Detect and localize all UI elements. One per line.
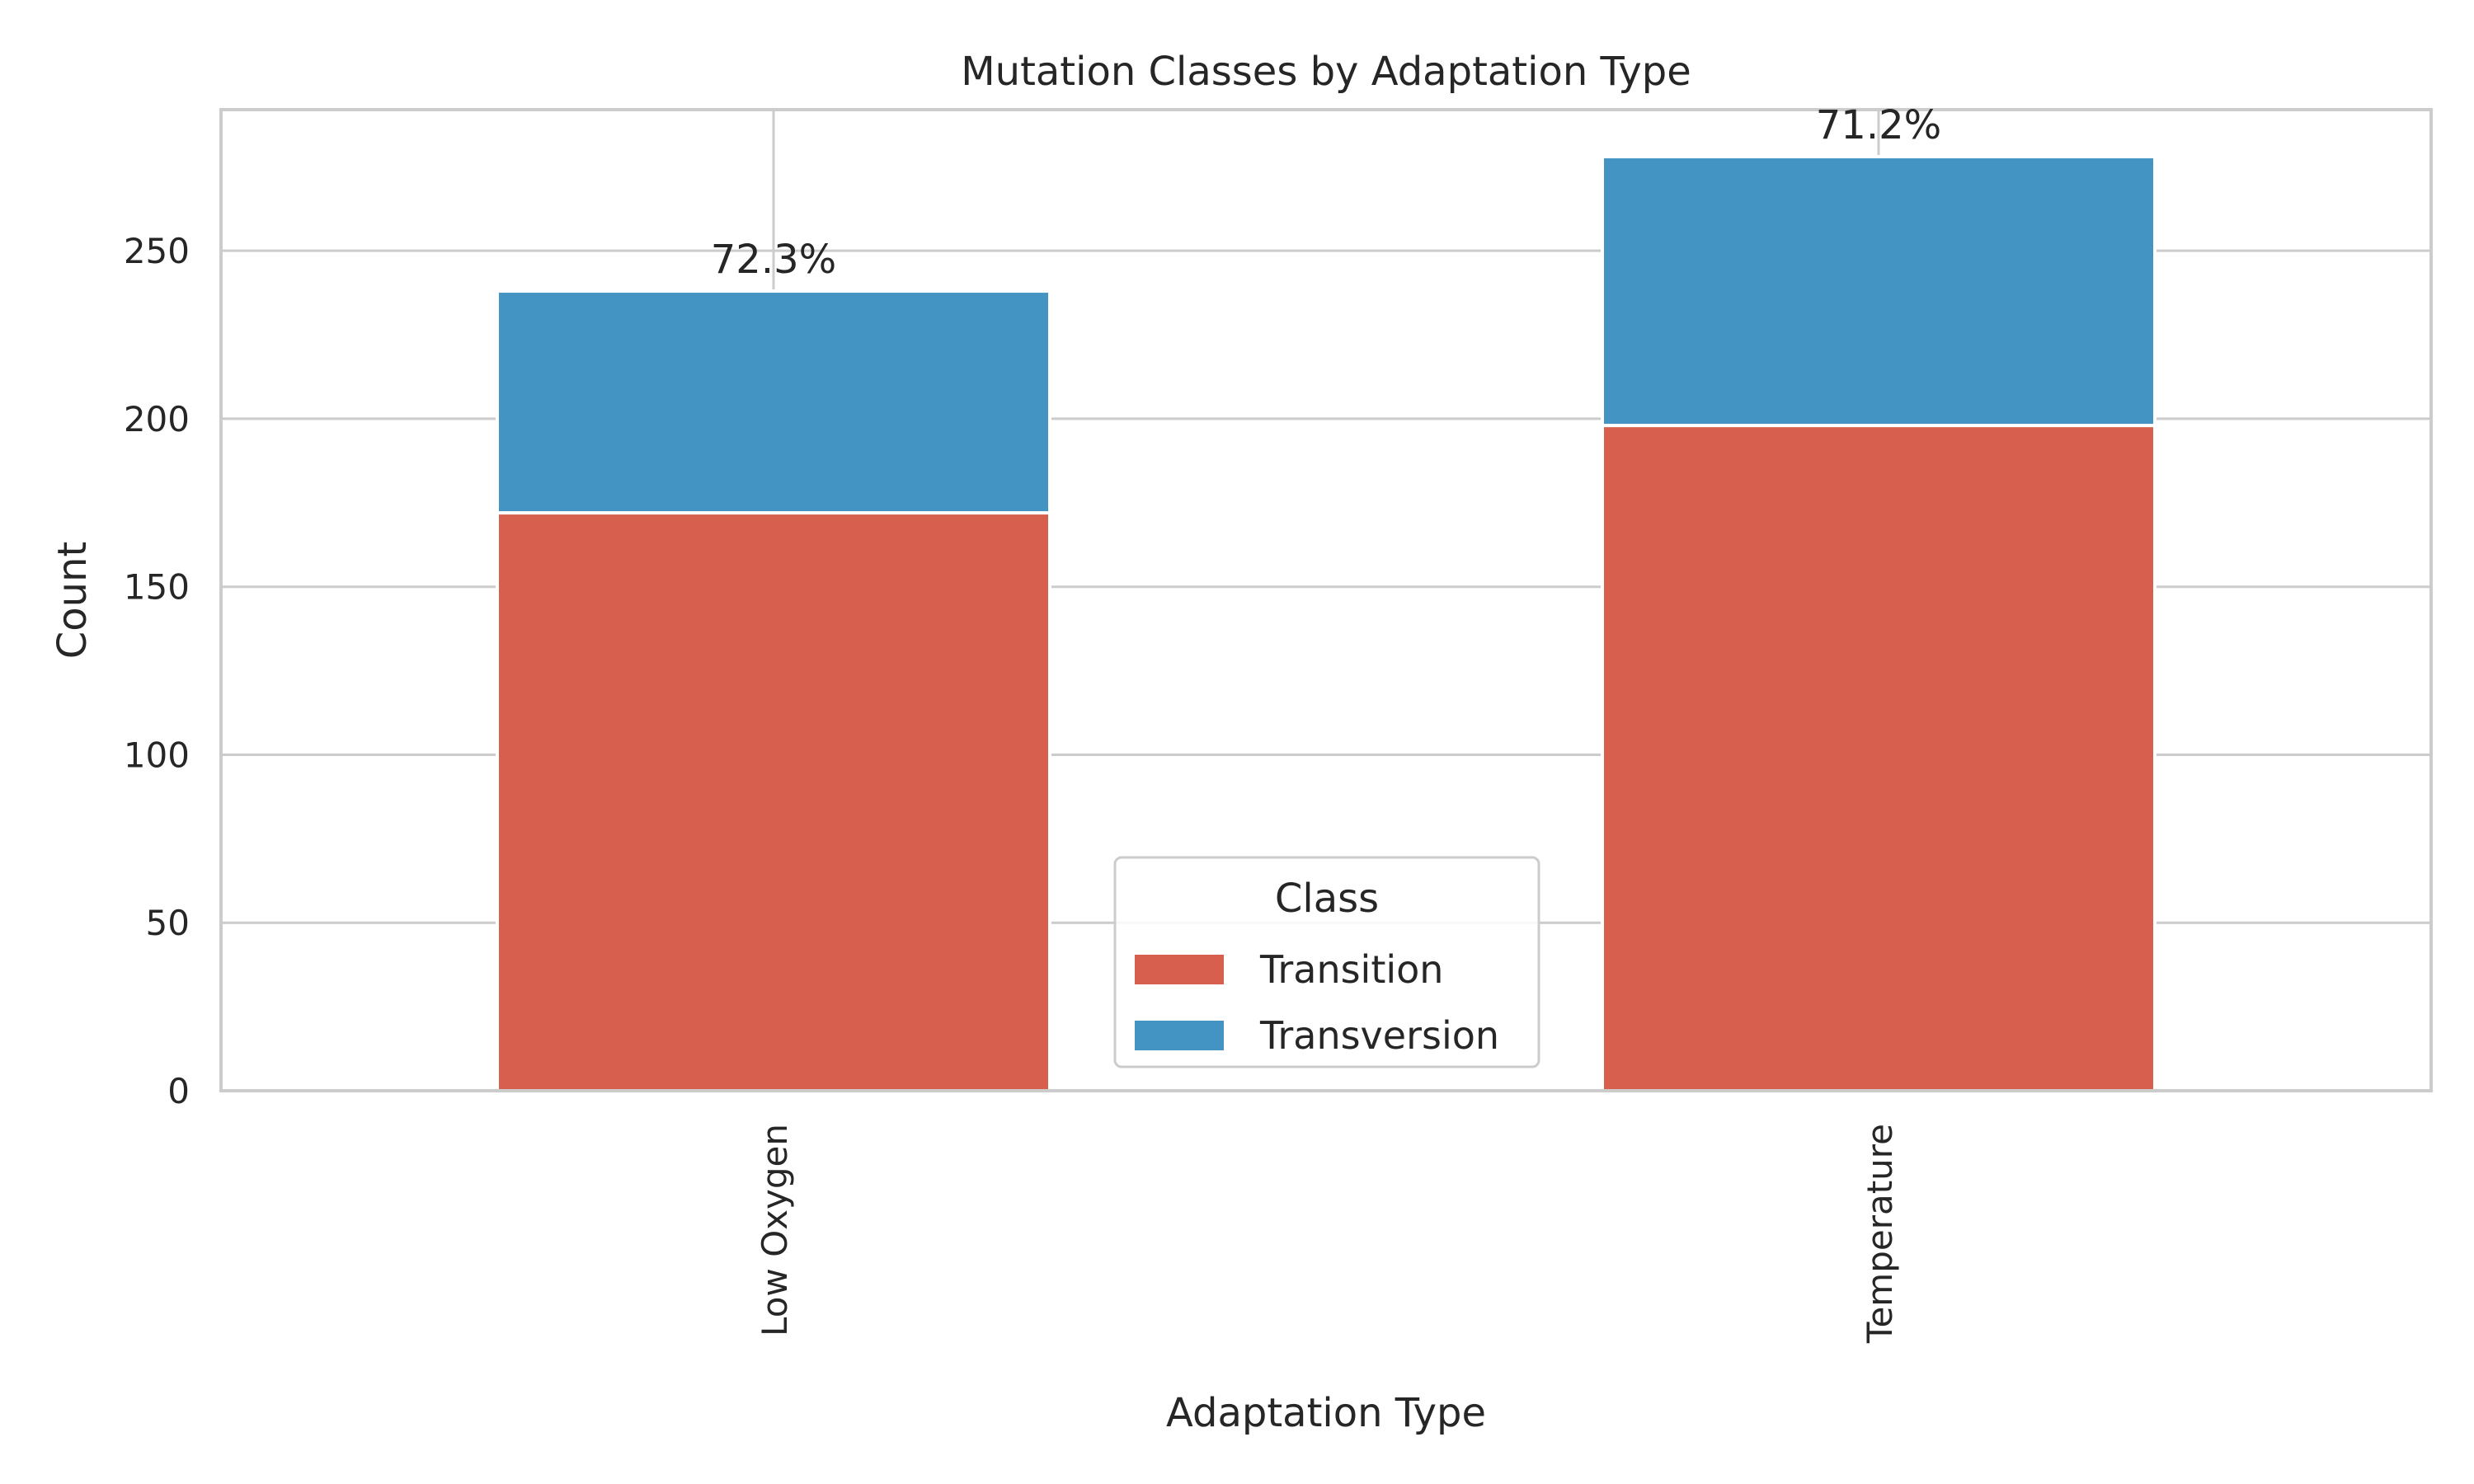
y-tick-label: 200 bbox=[124, 399, 190, 439]
data-labels: 72.3% 71.2% bbox=[711, 102, 1941, 283]
bars bbox=[496, 155, 2157, 1092]
legend-box bbox=[1113, 856, 1540, 1068]
y-tick-label: 150 bbox=[124, 567, 190, 608]
x-tick-label: Temperature bbox=[1860, 1124, 1900, 1344]
legend-label-transition: Transition bbox=[1259, 947, 1443, 992]
legend-swatch-transition bbox=[1135, 955, 1224, 984]
x-tick-label: Low Oxygen bbox=[755, 1124, 795, 1336]
legend-label-transversion: Transversion bbox=[1259, 1013, 1499, 1058]
y-tick-label: 100 bbox=[124, 735, 190, 775]
y-axis-label: Count bbox=[49, 542, 96, 660]
bar-transversion-low-oxygen bbox=[496, 289, 1051, 515]
x-axis-label: Adaptation Type bbox=[1166, 1390, 1486, 1436]
bar-transition-low-oxygen bbox=[496, 511, 1051, 1092]
bar-percent-label: 71.2% bbox=[1816, 102, 1941, 148]
legend: Class Transition Transversion bbox=[1113, 856, 1540, 1068]
bar-transition-temperature bbox=[1601, 424, 2157, 1092]
legend-swatch-transversion bbox=[1135, 1021, 1224, 1050]
tick-labels: 0 50 100 150 200 250 Low Oxygen Temperature bbox=[124, 231, 1900, 1344]
legend-title: Class bbox=[1275, 876, 1379, 922]
y-tick-label: 50 bbox=[146, 903, 190, 943]
chart-title: Mutation Classes by Adaptation Type bbox=[961, 49, 1691, 95]
y-tick-label: 0 bbox=[167, 1071, 190, 1111]
y-tick-label: 250 bbox=[124, 231, 190, 271]
bar-transversion-temperature bbox=[1601, 155, 2157, 428]
bar-percent-label: 72.3% bbox=[711, 237, 836, 283]
plot-frame bbox=[219, 108, 2433, 1092]
